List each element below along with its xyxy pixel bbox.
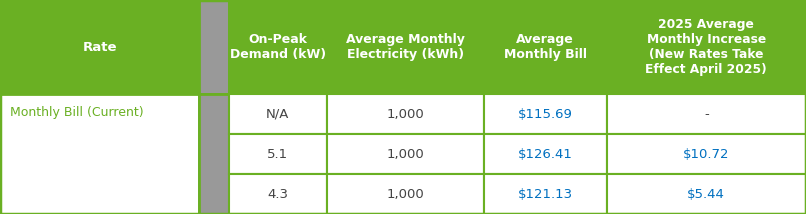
Text: Monthly Bill (Current): Monthly Bill (Current): [10, 106, 143, 119]
Text: Average
Monthly Bill: Average Monthly Bill: [504, 33, 587, 61]
FancyBboxPatch shape: [326, 134, 484, 174]
FancyBboxPatch shape: [607, 134, 806, 174]
Text: $115.69: $115.69: [517, 108, 572, 121]
FancyBboxPatch shape: [484, 174, 607, 214]
Text: Rate: Rate: [82, 41, 117, 54]
Text: Average Monthly
Electricity (kWh): Average Monthly Electricity (kWh): [346, 33, 464, 61]
Text: 1,000: 1,000: [386, 148, 424, 161]
Text: 1,000: 1,000: [386, 108, 424, 121]
Text: 1,000: 1,000: [386, 188, 424, 201]
Text: 5.1: 5.1: [268, 148, 289, 161]
Text: $5.44: $5.44: [688, 188, 725, 201]
FancyBboxPatch shape: [326, 0, 484, 94]
FancyBboxPatch shape: [326, 94, 484, 134]
FancyBboxPatch shape: [326, 174, 484, 214]
FancyBboxPatch shape: [484, 94, 607, 134]
Text: -: -: [704, 108, 708, 121]
FancyBboxPatch shape: [484, 0, 607, 94]
FancyBboxPatch shape: [607, 94, 806, 134]
Text: 2025 Average
Monthly Increase
(New Rates Take
Effect April 2025): 2025 Average Monthly Increase (New Rates…: [646, 18, 767, 76]
Text: $121.13: $121.13: [517, 188, 573, 201]
FancyBboxPatch shape: [229, 174, 326, 214]
FancyBboxPatch shape: [199, 94, 229, 214]
FancyBboxPatch shape: [0, 0, 199, 94]
Text: $10.72: $10.72: [683, 148, 729, 161]
Text: $126.41: $126.41: [517, 148, 572, 161]
FancyBboxPatch shape: [607, 0, 806, 94]
FancyBboxPatch shape: [484, 134, 607, 174]
FancyBboxPatch shape: [0, 94, 199, 214]
Text: N/A: N/A: [266, 108, 289, 121]
FancyBboxPatch shape: [229, 134, 326, 174]
FancyBboxPatch shape: [199, 0, 229, 94]
FancyBboxPatch shape: [607, 174, 806, 214]
Text: 4.3: 4.3: [268, 188, 289, 201]
FancyBboxPatch shape: [229, 94, 326, 134]
FancyBboxPatch shape: [229, 0, 326, 94]
Text: On-Peak
Demand (kW): On-Peak Demand (kW): [230, 33, 326, 61]
